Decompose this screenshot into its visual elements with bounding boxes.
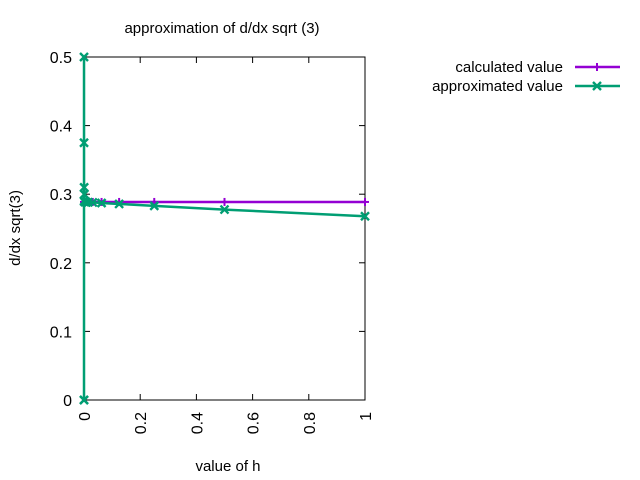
series-line <box>82 55 366 402</box>
x-tick-label: 0.6 <box>246 412 263 434</box>
x-tick-label: 0 <box>77 412 94 421</box>
y-tick-label: 0.4 <box>50 119 72 136</box>
data-point <box>96 198 107 208</box>
data-point <box>219 204 230 215</box>
y-axis-label: d/dx sqrt(3) <box>7 190 24 266</box>
data-point <box>114 199 124 209</box>
data-point <box>149 201 160 211</box>
x-axis-label: value of h <box>195 458 260 475</box>
legend-entry: calculated value <box>455 59 620 76</box>
data-point <box>79 395 89 405</box>
x-tick-label: 0.2 <box>133 412 150 434</box>
y-tick-label: 0 <box>63 393 72 410</box>
legend-swatch-marker <box>592 81 602 91</box>
legend: calculated value approximated value <box>432 59 620 95</box>
y-tick-label: 0.5 <box>50 50 72 67</box>
data-point <box>79 52 89 62</box>
data-point <box>79 182 89 193</box>
y-tick-label: 0.3 <box>50 187 72 204</box>
y-tick-label: 0.1 <box>50 324 72 341</box>
data-point <box>360 211 370 222</box>
data-point <box>361 197 369 206</box>
chart-title: approximation of d/dx sqrt (3) <box>124 20 319 37</box>
y-ticks: 0 0.1 0.2 0.3 0.4 0.5 <box>50 50 365 410</box>
legend-label: approximated value <box>432 78 563 95</box>
x-tick-label: 1 <box>358 412 375 421</box>
y-tick-label: 0.2 <box>50 256 72 273</box>
data-point <box>79 196 89 206</box>
legend-label: calculated value <box>455 59 563 76</box>
legend-entry: approximated value <box>432 78 620 95</box>
x-ticks: 0 0.2 0.4 0.6 0.8 1 <box>77 57 375 434</box>
data-point <box>220 197 229 206</box>
series-1 <box>79 52 370 405</box>
x-tick-label: 0.4 <box>189 412 206 434</box>
x-tick-label: 0.8 <box>302 412 319 434</box>
series-layer <box>79 52 370 405</box>
data-point <box>79 137 89 148</box>
plot-frame <box>83 56 366 401</box>
legend-swatch-marker <box>593 63 601 71</box>
